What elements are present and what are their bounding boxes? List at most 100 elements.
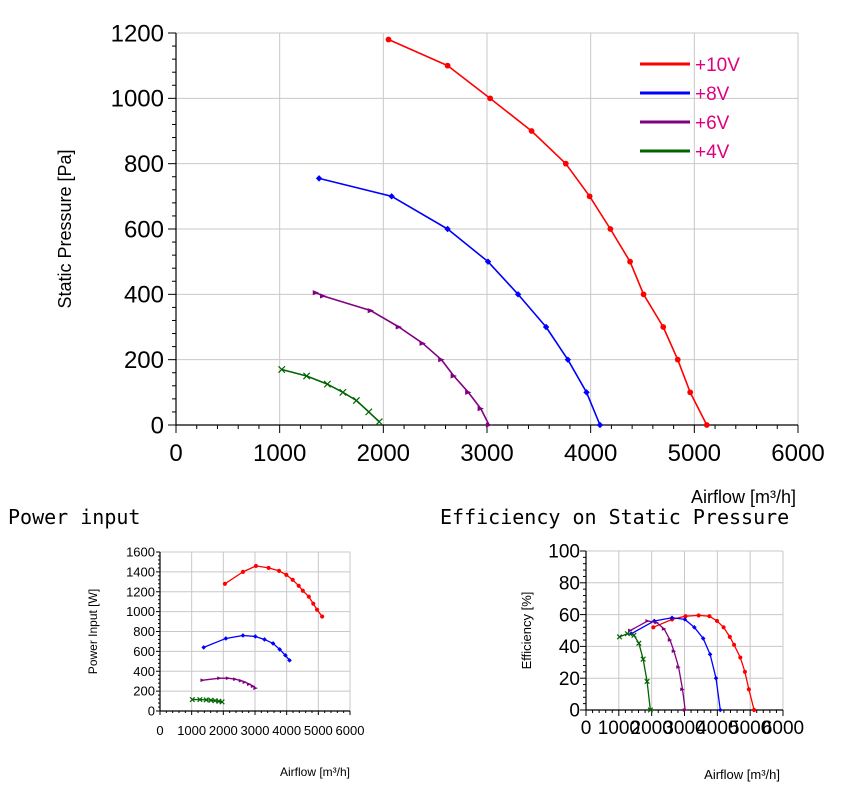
efficiency-data-point (640, 656, 646, 662)
efficiency-data-point (696, 613, 701, 618)
power-data-point (240, 633, 246, 638)
pressure-data-point (339, 388, 347, 396)
efficiency-data-point (717, 707, 723, 713)
pressure-data-point (640, 291, 647, 298)
power-data-point (242, 680, 248, 685)
pressure-data-point (484, 258, 492, 265)
efficiency-y-tick-label: 0 (569, 701, 580, 722)
power-x-tick-label: 1000 (177, 723, 206, 738)
pressure-data-point (477, 406, 484, 412)
legend-label: +4V (695, 142, 730, 163)
efficiency-data-point (732, 642, 737, 647)
power-data-point (247, 682, 252, 687)
power-data-point (217, 676, 222, 681)
power-data-point (253, 563, 259, 568)
pressure-data-point (367, 308, 375, 314)
pressure-data-point (564, 356, 572, 363)
efficiency-x-axis-label: Airflow [m³/h] (704, 767, 780, 782)
efficiency-y-axis-label: Efficiency [%] (519, 592, 534, 670)
power-data-point (233, 677, 238, 682)
pressure-data-point (542, 323, 550, 331)
power-data-point (225, 676, 231, 681)
pressure-y-tick-label: 600 (124, 216, 164, 243)
efficiency-data-point (661, 627, 667, 631)
power-y-tick-label: 600 (133, 644, 155, 659)
pressure-data-point (562, 160, 569, 167)
efficiency-data-point (647, 707, 654, 713)
pressure-x-tick-label: 1000 (253, 440, 306, 467)
power-data-point (262, 637, 267, 642)
efficiency-x-tick-label: 5000 (729, 718, 771, 739)
efficiency-title: Efficiency on Static Pressure (440, 505, 790, 529)
pressure-data-point (419, 340, 426, 346)
pressure-series-line-+10V (388, 38, 708, 426)
pressure-y-tick-label: 200 (124, 347, 164, 374)
efficiency-y-tick-label: 40 (559, 637, 580, 658)
power-data-point (270, 641, 276, 646)
efficiency-data-point (680, 687, 685, 692)
pressure-data-point (438, 357, 445, 363)
power-data-point (300, 588, 305, 593)
pressure-data-point (487, 95, 493, 102)
efficiency-data-point (651, 625, 656, 630)
efficiency-data-point (683, 614, 688, 619)
power-y-tick-label: 1000 (126, 604, 155, 619)
efficiency-data-point (752, 707, 757, 713)
power-data-point (189, 696, 196, 703)
pressure-x-tick-label: 6000 (771, 440, 824, 467)
efficiency-series-line-+8V (630, 617, 721, 711)
pressure-y-axis-label: Static Pressure [Pa] (55, 149, 75, 308)
power-data-point (277, 647, 282, 652)
pressure-data-point (627, 258, 633, 265)
pressure-data-point (302, 372, 311, 380)
pressure-x-tick-label: 5000 (668, 440, 721, 467)
power-x-tick-label: 0 (156, 723, 163, 738)
pressure-data-point (323, 380, 331, 388)
pressure-data-point (596, 421, 604, 429)
power-data-point (284, 572, 289, 577)
efficiency-data-point (738, 655, 743, 660)
power-y-tick-label: 0 (148, 704, 155, 719)
pressure-series-line-+8V (318, 177, 601, 426)
efficiency-data-point (654, 620, 659, 625)
pressure-group: 0 200 400 600 800 1000 1200 0 1000 2000 3000 4000 50… (55, 20, 825, 507)
efficiency-data-point (746, 687, 751, 692)
pressure-data-point (586, 193, 593, 200)
pressure-x-tick-label: 0 (169, 440, 182, 467)
power-y-tick-label: 800 (133, 624, 155, 639)
power-x-tick-label: 6000 (336, 723, 365, 738)
efficiency-data-point (676, 665, 681, 669)
pressure-data-point (583, 389, 590, 396)
efficiency-y-tick-label: 80 (559, 573, 580, 594)
power-data-point (238, 678, 244, 683)
legend-label: +6V (695, 113, 730, 134)
efficiency-data-point (713, 675, 719, 681)
efficiency-data-point (682, 617, 688, 622)
pressure-data-point (485, 422, 493, 428)
efficiency-x-tick-label: 2000 (631, 718, 673, 739)
pressure-data-point (528, 128, 535, 134)
pressure-data-point (514, 291, 522, 298)
power-data-point (311, 601, 316, 606)
efficiency-data-point (707, 614, 712, 619)
pressure-data-point (687, 389, 694, 396)
pressure-series-line-+4V (281, 368, 380, 423)
efficiency-data-point (714, 618, 720, 624)
pressure-data-point (388, 193, 395, 200)
power-input-title: Power input (8, 505, 141, 529)
pressure-data-point (660, 324, 667, 330)
pressure-data-point (385, 36, 392, 43)
pressure-x-tick-label: 2000 (357, 440, 410, 467)
efficiency-data-point (671, 649, 677, 654)
power-y-axis-label: Power Input [W] (86, 589, 100, 674)
efficiency-x-tick-label: 0 (581, 718, 592, 739)
power-x-axis-label: Airflow [m³/h] (280, 765, 350, 779)
power-data-point (203, 697, 209, 703)
efficiency-y-tick-label: 60 (559, 605, 580, 626)
efficiency-data-point (636, 640, 642, 646)
efficiency-data-point (644, 678, 650, 685)
efficiency-data-point (669, 615, 675, 621)
efficiency-data-point (721, 625, 726, 630)
pressure-x-tick-label: 3000 (460, 440, 513, 467)
